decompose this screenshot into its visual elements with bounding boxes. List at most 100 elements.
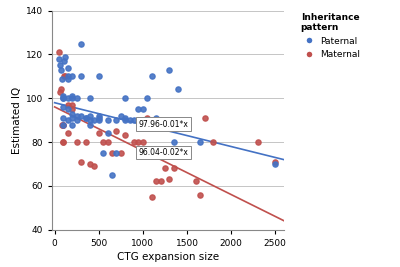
Point — [60, 140, 67, 144]
Point — [58, 122, 65, 127]
Point — [131, 118, 137, 122]
Point — [69, 122, 76, 127]
Point — [58, 68, 64, 72]
Point — [60, 122, 67, 127]
Point — [96, 118, 102, 122]
Point — [140, 140, 146, 144]
X-axis label: CTG expansion size: CTG expansion size — [117, 252, 219, 262]
Point — [87, 118, 93, 122]
Point — [153, 179, 159, 184]
Point — [96, 114, 102, 118]
Point — [91, 118, 98, 122]
Point — [69, 107, 76, 111]
Point — [58, 87, 64, 92]
Point — [60, 94, 67, 98]
Point — [60, 96, 67, 100]
Point — [69, 94, 76, 98]
Point — [175, 87, 181, 92]
Point — [65, 107, 71, 111]
Point — [166, 68, 172, 72]
Point — [78, 160, 84, 164]
Point — [157, 179, 164, 184]
Point — [109, 151, 115, 155]
Point — [104, 131, 111, 135]
Point — [118, 151, 124, 155]
Point — [100, 140, 106, 144]
Point — [96, 74, 102, 78]
Point — [69, 116, 76, 120]
Point — [104, 118, 111, 122]
Point — [131, 140, 137, 144]
Point — [91, 164, 98, 168]
Point — [162, 166, 168, 170]
Point — [78, 41, 84, 46]
Point — [157, 118, 164, 122]
Point — [197, 140, 203, 144]
Point — [58, 76, 65, 81]
Point — [100, 151, 106, 155]
Point — [87, 114, 93, 118]
Point — [192, 179, 199, 184]
Point — [135, 107, 142, 111]
Point — [74, 114, 80, 118]
Point — [65, 76, 71, 81]
Point — [62, 74, 68, 78]
Point — [59, 122, 66, 127]
Point — [96, 131, 102, 135]
Text: 97.96-0.01*x: 97.96-0.01*x — [138, 120, 188, 129]
Point — [122, 116, 128, 120]
Point — [82, 116, 89, 120]
Point — [82, 140, 89, 144]
Point — [61, 74, 68, 78]
Point — [118, 114, 124, 118]
Point — [60, 140, 67, 144]
Point — [113, 118, 120, 122]
Point — [109, 173, 115, 177]
Point — [170, 166, 177, 170]
Point — [153, 116, 159, 120]
Point — [210, 140, 217, 144]
Point — [135, 140, 142, 144]
Point — [144, 96, 150, 100]
Point — [272, 160, 278, 164]
Point — [148, 74, 155, 78]
Point — [69, 96, 76, 100]
Point — [122, 96, 128, 100]
Point — [170, 140, 177, 144]
Point — [87, 162, 93, 166]
Point — [197, 193, 203, 197]
Legend: Paternal, Maternal: Paternal, Maternal — [298, 11, 362, 61]
Point — [60, 105, 67, 109]
Point — [56, 57, 62, 61]
Point — [78, 114, 84, 118]
Point — [65, 118, 71, 122]
Point — [60, 122, 67, 127]
Point — [87, 96, 93, 100]
Point — [60, 116, 67, 120]
Point — [74, 118, 80, 122]
Point — [65, 131, 71, 135]
Point — [113, 129, 120, 133]
Point — [65, 96, 71, 100]
Point — [140, 107, 146, 111]
Point — [82, 116, 89, 120]
Point — [56, 50, 62, 54]
Y-axis label: Estimated IQ: Estimated IQ — [12, 87, 22, 154]
Point — [202, 116, 208, 120]
Point — [57, 89, 63, 94]
Point — [113, 151, 120, 155]
Point — [69, 111, 76, 116]
Point — [57, 63, 63, 68]
Point — [62, 54, 68, 59]
Point — [69, 103, 76, 107]
Point — [144, 116, 150, 120]
Point — [96, 116, 102, 120]
Point — [104, 140, 111, 144]
Point — [148, 195, 155, 199]
Point — [65, 65, 71, 70]
Point — [126, 118, 133, 122]
Point — [74, 140, 80, 144]
Point — [60, 96, 67, 100]
Point — [61, 59, 68, 63]
Point — [166, 177, 172, 181]
